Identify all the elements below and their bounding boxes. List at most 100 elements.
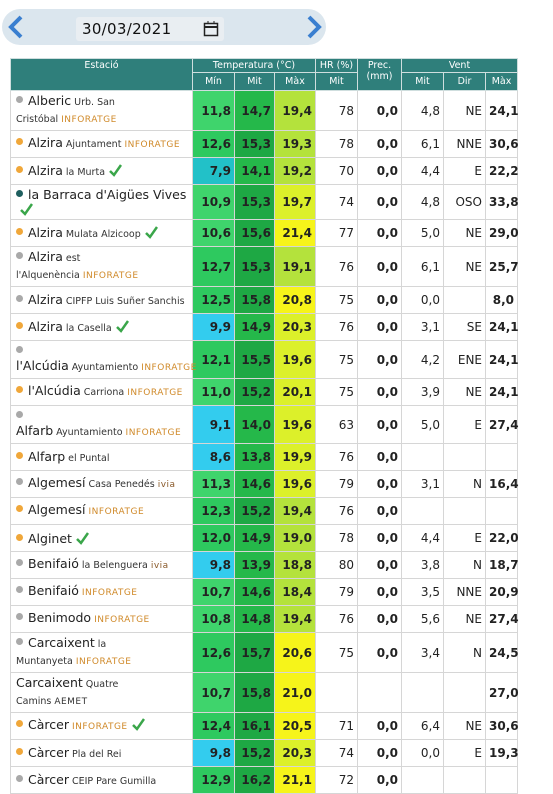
value-cell: 0,0 — [357, 246, 402, 287]
station-name: l'Alcúdia — [16, 358, 69, 373]
header-hr: HR (%) — [315, 58, 358, 73]
value-cell: OSO — [443, 184, 486, 220]
value-cell: 9,8 — [192, 551, 235, 579]
value-cell: 21,0 — [274, 672, 316, 713]
station-source: INFORATGE — [82, 271, 139, 281]
date-navigator: 30/03/2021 — [2, 9, 326, 45]
station-name: Benimodo — [28, 610, 92, 625]
value-cell: 75 — [315, 286, 358, 314]
value-cell: 11,8 — [192, 90, 235, 131]
station-name: Alzira — [28, 318, 63, 334]
value-cell: E — [443, 739, 486, 767]
value-cell: 20,1 — [274, 378, 316, 406]
value-cell: 80 — [315, 551, 358, 579]
value-cell: 3,4 — [401, 632, 444, 673]
station-place: CIPFP Luis Suñer Sanchis — [65, 295, 185, 307]
value-cell: 70 — [315, 157, 358, 185]
calendar-icon[interactable] — [203, 21, 219, 37]
value-cell: 14,9 — [234, 524, 275, 552]
value-cell: 79 — [315, 470, 358, 498]
station-row: Benimodo INFORATGE 10,8 14,8 19,4 76 0,0 5,6 NE 2… — [10, 605, 519, 633]
station-marker — [16, 294, 23, 302]
value-cell: 21,1 — [274, 766, 316, 794]
value-cell: 0,0 — [357, 219, 402, 247]
station-row: Alzira CIPFP Luis Suñer Sanchis 12,5 15,8 20… — [10, 286, 519, 314]
station-name: Alginet — [28, 530, 72, 546]
value-cell: 19,0 — [274, 524, 316, 552]
station-marker — [16, 533, 23, 541]
value-cell: 9,9 — [192, 313, 235, 341]
value-cell: 6,1 — [401, 130, 444, 158]
value-cell: 12,5 — [192, 286, 235, 314]
value-cell: 78 — [315, 130, 358, 158]
value-cell: 11,0 — [192, 378, 235, 406]
station-name: Alzira — [28, 291, 63, 307]
station-place: Carriona — [83, 387, 125, 398]
value-cell: 0,0 — [357, 130, 402, 158]
value-cell — [443, 286, 486, 314]
station-source: INFORATGE — [94, 615, 150, 625]
station-name: la Barraca d'Aigües Vives — [28, 187, 187, 202]
value-cell: 3,1 — [401, 470, 444, 498]
value-cell: 0,0 — [401, 739, 444, 767]
station-name: Alberic — [28, 93, 72, 108]
value-cell: 13,8 — [234, 443, 275, 471]
station-place: Ayuntamiento — [71, 362, 139, 373]
station-place: la Murta — [65, 166, 106, 178]
value-cell: 76 — [315, 313, 358, 341]
value-cell: 19,6 — [274, 470, 316, 498]
station-row: Càrcer Pla del Rei 9,8 15,2 20,3 74 0,0 0,0 E 19,… — [10, 739, 519, 767]
value-cell: E — [443, 524, 486, 552]
next-day-button[interactable] — [304, 14, 324, 40]
station-row: Alginet 12,0 14,9 19,0 78 0,0 4,4 E 22,0 — [10, 524, 519, 552]
value-cell: 20,3 — [274, 739, 316, 767]
station-cell: l'Alcúdia Carriona INFORATGE — [10, 378, 193, 406]
date-input[interactable]: 30/03/2021 — [76, 17, 224, 41]
value-cell: 20,8 — [274, 286, 316, 314]
value-cell: 10,6 — [192, 219, 235, 247]
value-cell: 6,4 — [401, 712, 444, 740]
station-row: Benifaió la Belenguera ivia 9,8 13,9 18,8 80 0,… — [10, 551, 519, 579]
sub-header: Mit — [234, 72, 275, 91]
station-row: la Barraca d'Aigües Vives 10,9 15,3 19,7 74 0… — [10, 184, 519, 220]
station-name: Alfarp — [28, 448, 66, 464]
page: {"date": "30/03/2021", "table": { "heade… — [2, 9, 519, 794]
value-cell: 15,3 — [234, 184, 275, 220]
station-name: Alzira — [28, 224, 63, 240]
station-source: AEMET — [54, 697, 88, 707]
station-row: Alzira la Casella 9,9 14,9 20,3 76 0,0 3,1 SE 24,… — [10, 313, 519, 341]
sub-header: Dir — [443, 72, 486, 91]
value-cell: 15,2 — [234, 739, 275, 767]
station-cell: Alzira la Murta — [10, 157, 193, 185]
value-cell — [443, 672, 486, 713]
station-marker — [16, 138, 23, 145]
header-station: Estació — [10, 58, 193, 91]
value-cell: 9,1 — [192, 405, 235, 444]
station-place: la Belenguera — [81, 560, 148, 571]
station-name: Algemesí — [28, 502, 86, 517]
station-source: ivia — [150, 561, 169, 571]
station-row: Benifaió INFORATGE 10,7 14,6 18,4 79 0,0 3,5 NNE… — [10, 578, 519, 606]
value-cell: 0,0 — [357, 378, 402, 406]
station-marker — [16, 321, 23, 329]
value-cell: 14,1 — [234, 157, 275, 185]
station-source: INFORATGE — [71, 722, 128, 732]
sub-header: Mit — [401, 72, 444, 91]
station-marker — [16, 747, 23, 755]
value-cell: 27,4 — [484, 605, 519, 633]
value-cell: 71 — [315, 712, 358, 740]
value-cell: 19,9 — [274, 443, 316, 471]
value-cell: 14,9 — [234, 313, 275, 341]
prev-day-button[interactable] — [6, 14, 26, 40]
station-name: Alzira — [28, 162, 63, 178]
value-cell: 4,8 — [401, 90, 444, 131]
value-cell — [484, 443, 519, 471]
value-cell — [315, 672, 358, 713]
value-cell: 21,4 — [274, 219, 316, 247]
value-cell: 10,9 — [192, 184, 235, 220]
value-cell: 25,7 — [484, 246, 519, 287]
station-place: la Casella — [65, 322, 112, 334]
value-cell: 6,1 — [401, 246, 444, 287]
value-cell: 19,3 — [484, 739, 519, 767]
value-cell: NE — [443, 712, 486, 740]
